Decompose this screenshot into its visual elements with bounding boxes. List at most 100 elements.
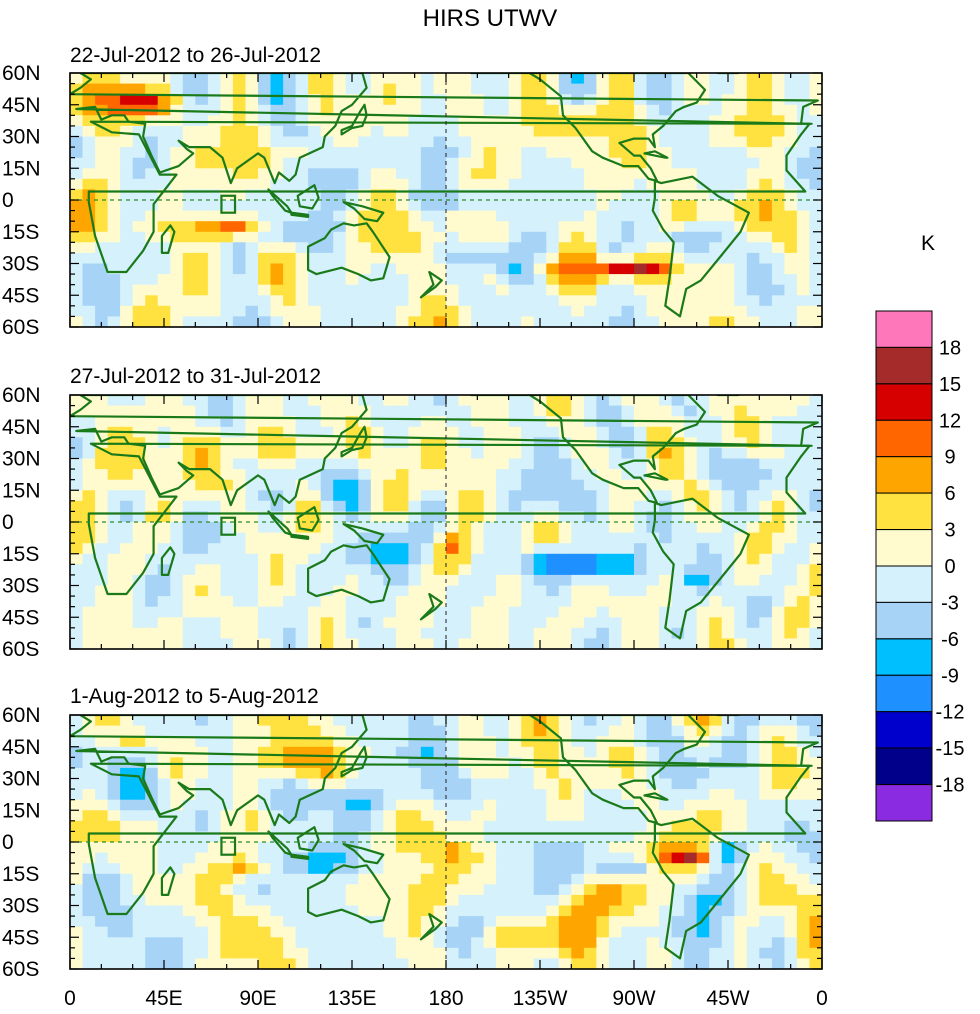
field-cell	[796, 884, 810, 896]
field-cell	[370, 405, 384, 417]
field-cell	[734, 947, 748, 959]
field-cell	[232, 736, 246, 748]
field-cell	[621, 937, 635, 949]
field-cell	[508, 863, 522, 875]
field-cell	[809, 284, 822, 296]
field-cell	[383, 863, 397, 875]
field-cell	[671, 831, 685, 843]
field-cell	[546, 894, 560, 907]
field-cell	[383, 715, 397, 727]
field-cell	[571, 242, 585, 254]
field-cell	[308, 553, 322, 565]
field-cell	[70, 94, 84, 106]
field-cell	[796, 469, 810, 481]
field-cell	[170, 242, 184, 254]
field-cell	[145, 831, 159, 843]
field-cell	[320, 252, 334, 265]
field-cell	[684, 905, 698, 917]
x-tick-label: 45W	[706, 987, 749, 1010]
field-cell	[533, 284, 547, 296]
field-cell	[358, 532, 372, 544]
field-cell	[796, 725, 810, 737]
field-cell	[258, 522, 272, 534]
field-cell	[370, 725, 384, 737]
field-cell	[759, 916, 773, 928]
field-cell	[195, 305, 209, 317]
field-cell	[709, 316, 723, 327]
field-cell	[771, 852, 785, 864]
field-cell	[546, 715, 560, 727]
field-cell	[809, 778, 822, 790]
field-cell	[709, 178, 723, 190]
field-cell	[746, 242, 760, 254]
field-cell	[709, 627, 723, 639]
field-cell	[283, 894, 297, 907]
field-cell	[496, 242, 510, 254]
field-cell	[809, 799, 822, 811]
field-cell	[333, 231, 347, 243]
colorbar-label: -6	[941, 629, 959, 651]
field-cell	[646, 221, 660, 233]
field-cell	[533, 947, 547, 959]
field-cell	[245, 543, 259, 555]
field-cell	[796, 479, 810, 491]
field-cell	[621, 638, 635, 649]
field-cell	[596, 585, 610, 597]
field-cell	[571, 115, 585, 127]
field-cell	[320, 221, 334, 233]
field-cell	[207, 83, 221, 95]
field-cell	[546, 284, 560, 296]
field-cell	[471, 447, 485, 460]
field-cell	[508, 532, 522, 544]
field-cell	[634, 585, 648, 597]
field-cell	[207, 736, 221, 748]
field-cell	[333, 242, 347, 254]
field-cell	[746, 884, 760, 896]
field-cell	[308, 574, 322, 587]
field-cell	[446, 73, 460, 85]
field-cell	[659, 316, 673, 327]
field-cell	[333, 469, 347, 481]
field-cell	[546, 585, 560, 597]
field-cell	[170, 221, 184, 233]
y-tick-label: 45S	[2, 606, 39, 629]
field-cell	[95, 147, 109, 159]
field-cell	[684, 715, 698, 727]
field-cell	[621, 469, 635, 481]
field-cell	[132, 94, 146, 106]
field-cell	[245, 94, 259, 106]
field-cell	[496, 447, 510, 460]
field-cell	[132, 820, 146, 832]
field-cell	[809, 596, 822, 608]
field-cell	[471, 831, 485, 843]
field-cell	[258, 842, 272, 854]
field-cell	[207, 574, 221, 587]
field-cell	[207, 937, 221, 949]
field-cell	[195, 606, 209, 618]
field-cell	[107, 469, 121, 481]
colorbar-swatch	[875, 346, 933, 385]
field-cell	[496, 884, 510, 896]
field-cell	[759, 511, 773, 523]
field-cell	[182, 252, 196, 265]
field-cell	[521, 725, 535, 737]
field-cell	[471, 115, 485, 127]
field-cell	[596, 746, 610, 758]
field-cell	[446, 810, 460, 822]
field-cell	[120, 778, 134, 790]
field-cell	[521, 305, 535, 317]
field-cell	[358, 479, 372, 491]
field-cell	[533, 426, 547, 438]
field-cell	[771, 937, 785, 949]
field-cell	[182, 553, 196, 565]
field-cell	[408, 585, 422, 597]
field-cell	[684, 532, 698, 544]
field-cell	[420, 532, 434, 544]
field-cell	[420, 242, 434, 254]
field-cell	[157, 295, 171, 307]
field-cell	[471, 543, 485, 555]
field-cell	[433, 94, 447, 106]
field-cell	[345, 83, 359, 95]
field-cell	[82, 767, 96, 780]
field-cell	[383, 115, 397, 127]
